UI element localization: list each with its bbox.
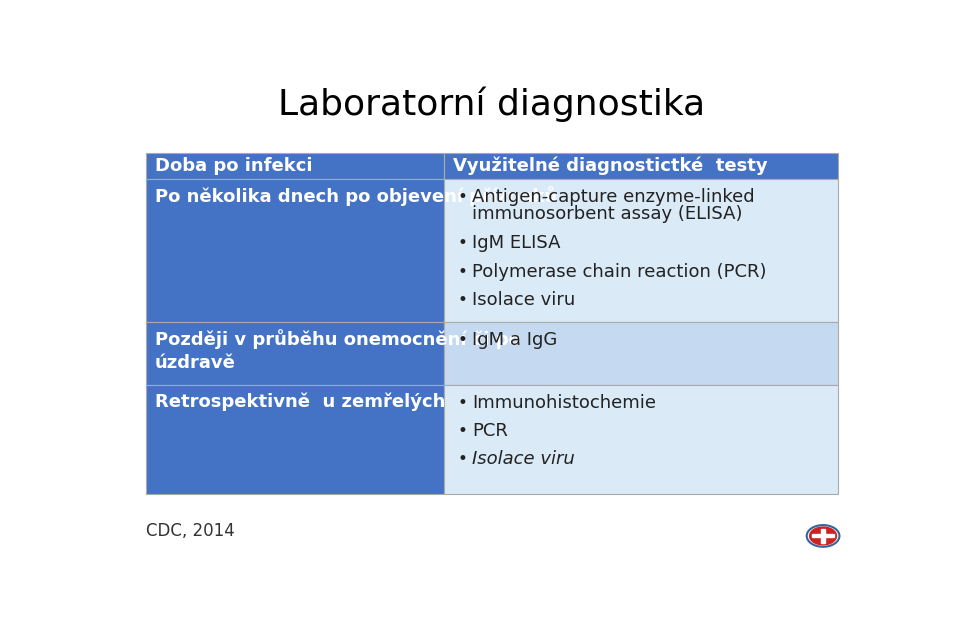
Text: •: • [457, 331, 467, 349]
Text: IgM a IgG: IgM a IgG [472, 331, 557, 349]
Text: Polymerase chain reaction (PCR): Polymerase chain reaction (PCR) [472, 263, 766, 281]
Text: Laboratorní diagnostika: Laboratorní diagnostika [278, 87, 706, 122]
Text: Isolace viru: Isolace viru [472, 450, 575, 468]
Bar [146, 322, 444, 385]
Text: Po několika dnech po objevení příznaků: Po několika dnech po objevení příznaků [155, 187, 557, 206]
Bar [812, 535, 833, 537]
Text: •: • [457, 291, 467, 309]
Text: IgM ELISA: IgM ELISA [472, 234, 561, 252]
Bar [146, 153, 444, 179]
Text: Retrospektivně  u zemřelých: Retrospektivně u zemřelých [155, 392, 445, 411]
Text: PCR: PCR [472, 422, 508, 440]
Text: immunosorbent assay (ELISA): immunosorbent assay (ELISA) [472, 205, 742, 223]
Text: •: • [457, 188, 467, 206]
Circle shape [809, 527, 836, 545]
Text: •: • [457, 422, 467, 440]
Bar [146, 385, 444, 494]
Text: Využitelné diagnostictké  testy: Využitelné diagnostictké testy [452, 157, 767, 176]
Bar [146, 179, 444, 322]
Text: Antigen-capture enzyme-linked: Antigen-capture enzyme-linked [472, 188, 755, 206]
Text: Isolace viru: Isolace viru [472, 291, 575, 309]
Text: Později v průběhu onemocnění či po
úzdravě: Později v průběhu onemocnění či po úzdra… [155, 329, 521, 372]
Bar [821, 529, 826, 543]
Text: •: • [457, 394, 467, 412]
Text: Doba po infekci: Doba po infekci [155, 157, 312, 175]
Text: •: • [457, 234, 467, 252]
Text: CDC, 2014: CDC, 2014 [146, 522, 235, 540]
Bar [444, 322, 838, 385]
Bar [444, 153, 838, 179]
Text: •: • [457, 450, 467, 468]
Bar [444, 385, 838, 494]
Text: Immunohistochemie: Immunohistochemie [472, 394, 656, 412]
Text: •: • [457, 263, 467, 281]
Bar [444, 179, 838, 322]
